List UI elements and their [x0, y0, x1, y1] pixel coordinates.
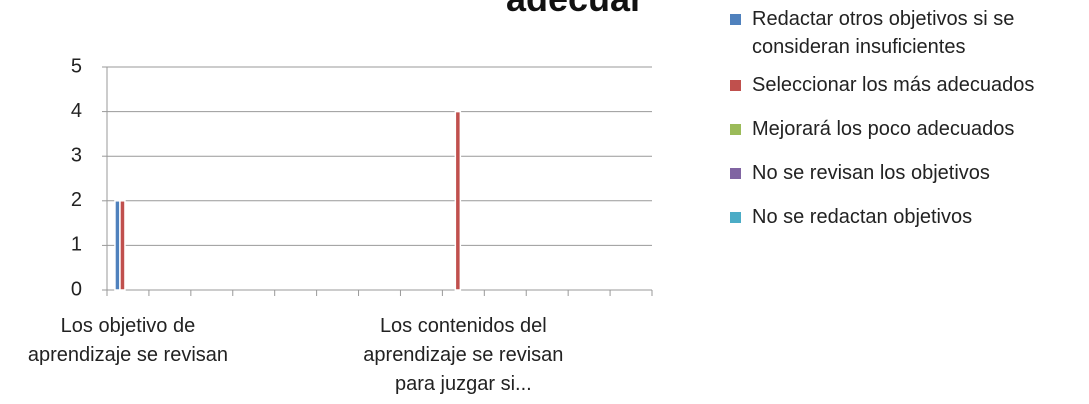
y-tick-label: 2: [71, 189, 82, 211]
y-tick-label: 3: [71, 144, 82, 166]
legend-item: Redactar otros objetivos si se considera…: [730, 5, 1089, 61]
y-tick-label: 1: [71, 234, 82, 256]
legend-swatch: [730, 212, 741, 223]
legend-item: No se redactan objetivos: [730, 203, 1089, 231]
legend-swatch: [730, 168, 741, 179]
legend-swatch: [730, 14, 741, 25]
legend-item: No se revisan los objetivos: [730, 159, 1089, 187]
chart-title: adecuar: [420, 0, 730, 20]
legend-label: Redactar otros objetivos si se considera…: [752, 8, 1015, 58]
legend-label: Mejorará los poco adecuados: [752, 118, 1015, 140]
legend-item: Seleccionar los más adecuados: [730, 71, 1089, 99]
y-tick-label: 0: [71, 278, 82, 300]
x-tick-label: Los objetivo de aprendizaje se revisan: [27, 315, 229, 366]
legend-swatch: [730, 80, 741, 91]
y-tick-label: 4: [71, 100, 82, 122]
bar: [119, 200, 126, 291]
legend-label: No se redactan objetivos: [752, 206, 973, 228]
y-tick-label: 5: [71, 55, 82, 77]
legend-label: No se revisan los objetivos: [752, 162, 990, 184]
bar: [454, 110, 462, 291]
x-tick-label: Los contenidos del aprendizaje se revisa…: [363, 315, 564, 395]
legend-swatch: [730, 124, 741, 135]
legend-label: Seleccionar los más adecuados: [752, 74, 1035, 96]
legend-item: Mejorará los poco adecuados: [730, 115, 1089, 143]
